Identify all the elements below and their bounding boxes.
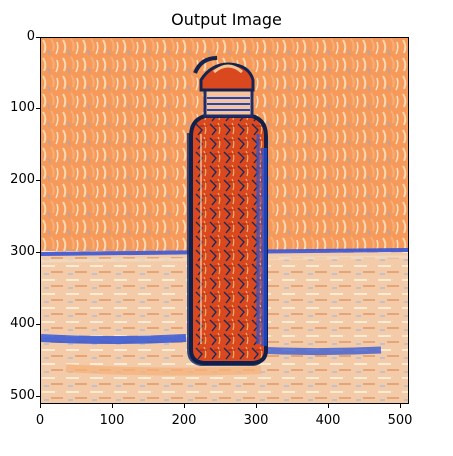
y-tick-label-100: 100 [10,100,35,115]
x-tick-mark-500 [400,404,401,408]
stylized-bottle-image [41,38,408,403]
y-tick-mark-500 [36,396,40,397]
x-tick-mark-0 [40,404,41,408]
x-tick-label-100: 100 [99,413,125,428]
y-tick-mark-100 [36,108,40,109]
x-tick-mark-100 [112,404,113,408]
x-tick-label-400: 400 [315,413,341,428]
x-tick-label-0: 0 [35,413,45,428]
y-tick-label-300: 300 [10,244,35,259]
y-tick-label-200: 200 [10,172,35,187]
image-plot [40,37,409,404]
y-tick-mark-0 [36,37,40,38]
x-tick-label-500: 500 [387,413,413,428]
y-tick-mark-300 [36,252,40,253]
y-tick-label-500: 500 [10,388,35,403]
x-tick-mark-300 [256,404,257,408]
x-tick-mark-400 [328,404,329,408]
y-tick-mark-400 [36,324,40,325]
x-tick-label-200: 200 [171,413,197,428]
x-tick-label-300: 300 [243,413,269,428]
plot-title: Output Image [171,10,282,29]
y-tick-mark-200 [36,180,40,181]
y-tick-label-0: 0 [26,29,35,44]
x-tick-mark-200 [184,404,185,408]
y-tick-label-400: 400 [10,316,35,331]
